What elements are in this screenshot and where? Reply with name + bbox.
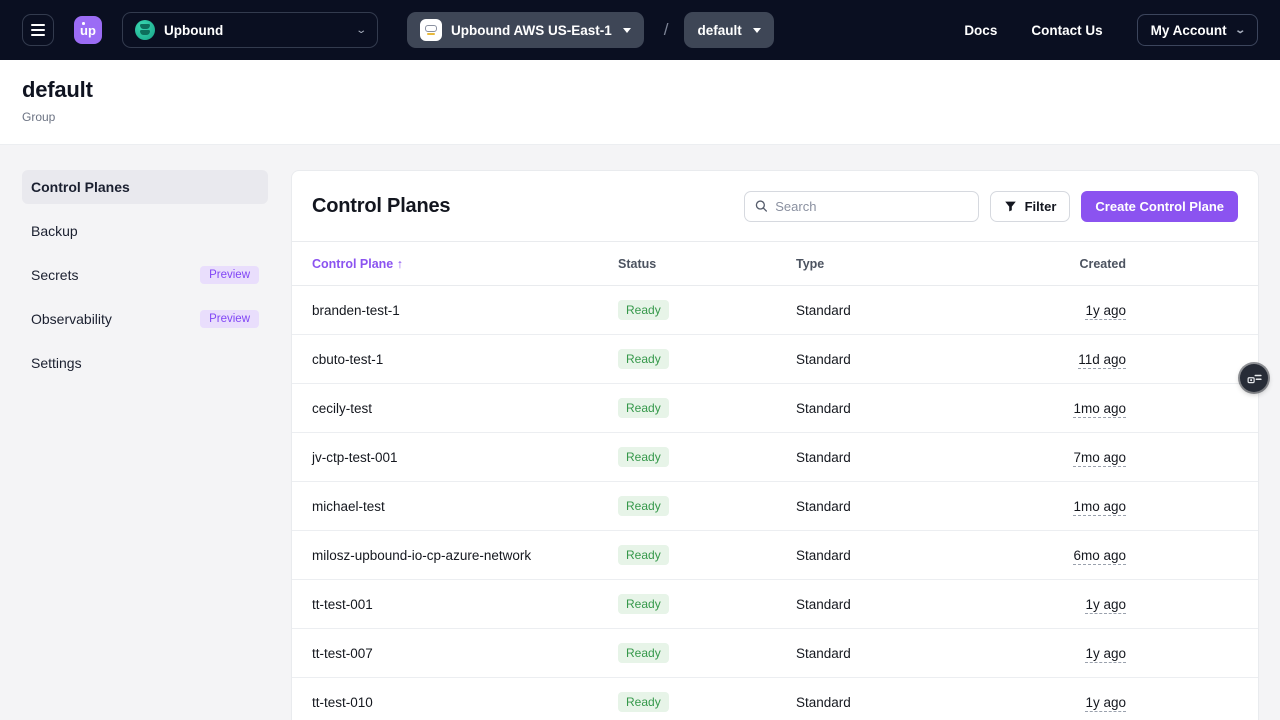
column-header-control-plane[interactable]: Control Plane ↑ (312, 256, 403, 271)
search-input[interactable] (775, 198, 968, 214)
created-cell: 1mo ago (1073, 400, 1126, 418)
control-planes-card: Control Planes Filter Create Control Pla… (291, 170, 1259, 720)
control-plane-name: michael-test (312, 498, 385, 514)
preview-badge: Preview (200, 310, 259, 328)
control-plane-icon (420, 19, 442, 41)
created-cell: 1y ago (1085, 645, 1126, 663)
type-cell: Standard (796, 302, 851, 318)
created-cell: 1y ago (1085, 596, 1126, 614)
type-cell: Standard (796, 449, 851, 465)
card-controls: Filter Create Control Plane (743, 190, 1238, 222)
triangle-down-icon (752, 27, 761, 33)
control-plane-selector[interactable]: Upbound AWS US-East-1 (407, 12, 644, 48)
created-cell: 1y ago (1085, 694, 1126, 712)
control-plane-selector-label: Upbound AWS US-East-1 (451, 22, 612, 38)
upbound-logo[interactable]: up (74, 16, 102, 44)
search-icon (755, 200, 767, 212)
feedback-widget-button[interactable] (1240, 364, 1268, 392)
column-header-created[interactable]: Created (1079, 256, 1126, 271)
table-row[interactable]: cbuto-test-1 Ready Standard 11d ago (292, 335, 1258, 384)
list-icon (1247, 374, 1262, 383)
control-plane-name: tt-test-010 (312, 694, 373, 710)
status-badge: Ready (618, 398, 669, 418)
breadcrumb-separator: / (663, 20, 669, 39)
contact-us-link[interactable]: Contact Us (1031, 22, 1103, 38)
triangle-down-icon (622, 27, 631, 33)
sidebar-item-control-planes[interactable]: Control Planes (22, 170, 268, 204)
filter-icon (1004, 201, 1016, 211)
search-box[interactable] (743, 190, 979, 222)
table-row[interactable]: branden-test-1 Ready Standard 1y ago (292, 286, 1258, 335)
docs-link[interactable]: Docs (964, 22, 998, 38)
organization-avatar-icon (135, 20, 155, 40)
organization-selector[interactable]: Upbound ⌄ (122, 12, 378, 48)
status-badge: Ready (618, 496, 669, 516)
control-plane-name: branden-test-1 (312, 302, 400, 318)
chevron-down-icon: ⌄ (354, 24, 367, 36)
card-title: Control Planes (312, 194, 451, 217)
sidebar-item-settings[interactable]: Settings (31, 355, 82, 371)
type-cell: Standard (796, 596, 851, 612)
top-navbar: up Upbound ⌄ Upbound AWS US-East-1 / def… (0, 0, 1280, 60)
page-title: default (22, 77, 93, 102)
page-header: default Group (0, 60, 1280, 145)
page-subtitle: Group (22, 110, 56, 124)
navbar-right: Docs Contact Us My Account ⌄ (964, 14, 1258, 46)
table-row[interactable]: milosz-upbound-io-cp-azure-network Ready… (292, 531, 1258, 580)
organization-name: Upbound (164, 22, 224, 38)
created-cell: 7mo ago (1073, 449, 1126, 467)
control-plane-name: cecily-test (312, 400, 373, 416)
status-badge: Ready (618, 349, 669, 369)
table-row[interactable]: cecily-test Ready Standard 1mo ago (292, 384, 1258, 433)
column-header-type[interactable]: Type (796, 256, 825, 271)
chevron-down-icon: ⌄ (1233, 24, 1246, 36)
sort-asc-arrow-icon: ↑ (396, 256, 403, 271)
sidebar-item-secrets[interactable]: Secrets Preview (22, 258, 268, 292)
type-cell: Standard (796, 645, 851, 661)
content-area: Control Planes Backup Secrets Preview Ob… (0, 145, 1280, 720)
type-cell: Standard (796, 694, 851, 710)
group-selector-label: default (697, 22, 742, 38)
table-header: Control Plane ↑ Status Type Created (292, 241, 1258, 286)
group-selector[interactable]: default (684, 12, 774, 48)
hamburger-menu-icon (31, 24, 45, 26)
created-cell: 1y ago (1085, 302, 1126, 320)
card-header: Control Planes Filter Create Control Pla… (292, 171, 1258, 241)
created-cell: 11d ago (1078, 351, 1126, 369)
control-plane-name: jv-ctp-test-001 (312, 449, 398, 465)
type-cell: Standard (796, 400, 851, 416)
hamburger-menu-button[interactable] (22, 14, 54, 46)
control-plane-name: cbuto-test-1 (312, 351, 384, 367)
logo-dot-icon (82, 22, 85, 25)
control-plane-name: milosz-upbound-io-cp-azure-network (312, 547, 532, 563)
status-badge: Ready (618, 447, 669, 467)
control-plane-name: tt-test-001 (312, 596, 373, 612)
preview-badge: Preview (200, 266, 259, 284)
table-row[interactable]: jv-ctp-test-001 Ready Standard 7mo ago (292, 433, 1258, 482)
status-badge: Ready (618, 692, 669, 712)
column-header-status[interactable]: Status (618, 256, 657, 271)
type-cell: Standard (796, 351, 851, 367)
sidebar-item-backup[interactable]: Backup (31, 223, 78, 239)
sidebar-item-observability[interactable]: Observability Preview (22, 302, 268, 336)
status-badge: Ready (618, 300, 669, 320)
table-row[interactable]: tt-test-001 Ready Standard 1y ago (292, 580, 1258, 629)
created-cell: 1mo ago (1073, 498, 1126, 516)
type-cell: Standard (796, 547, 851, 563)
my-account-button[interactable]: My Account ⌄ (1136, 14, 1258, 46)
filter-button[interactable]: Filter (989, 190, 1071, 222)
status-badge: Ready (618, 594, 669, 614)
sidebar: Control Planes Backup Secrets Preview Ob… (22, 170, 268, 720)
control-plane-name: tt-test-007 (312, 645, 373, 661)
table-row[interactable]: tt-test-010 Ready Standard 1y ago (292, 678, 1258, 720)
table-body: branden-test-1 Ready Standard 1y ago cbu… (292, 286, 1258, 720)
type-cell: Standard (796, 498, 851, 514)
status-badge: Ready (618, 545, 669, 565)
status-badge: Ready (618, 643, 669, 663)
table-row[interactable]: michael-test Ready Standard 1mo ago (292, 482, 1258, 531)
table-row[interactable]: tt-test-007 Ready Standard 1y ago (292, 629, 1258, 678)
created-cell: 6mo ago (1073, 547, 1126, 565)
create-control-plane-button[interactable]: Create Control Plane (1081, 190, 1238, 222)
